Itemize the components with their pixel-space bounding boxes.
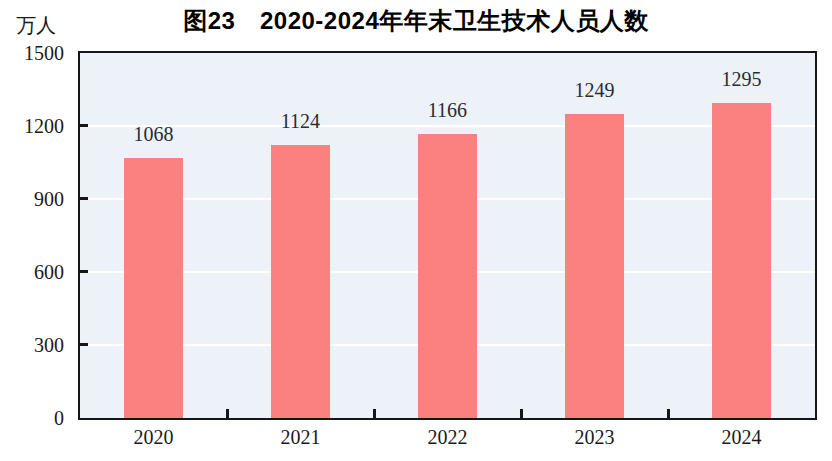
- y-tick-label-0: 0: [0, 407, 64, 429]
- chart-title: 图23 2020-2024年年末卫生技术人员人数: [0, 5, 832, 37]
- y-tick-label-900: 900: [0, 188, 64, 210]
- bar-2021: [271, 145, 330, 419]
- x-tick-label-2024: 2024: [668, 425, 815, 449]
- bar-2020: [124, 158, 183, 418]
- x-tick-label-2023: 2023: [521, 425, 668, 449]
- y-tick-label-600: 600: [0, 261, 64, 283]
- y-axis-tick-labels: 0 300 600 900 1200 1500: [0, 0, 70, 461]
- y-tick-mark-900: [80, 197, 88, 200]
- x-tick-mark-1: [226, 409, 229, 418]
- y-tick-label-1200: 1200: [0, 115, 64, 137]
- bar-2023: [565, 114, 624, 418]
- x-tick-mark-4: [667, 409, 670, 418]
- value-label-2024: 1295: [668, 69, 815, 89]
- y-tick-label-1500: 1500: [0, 42, 64, 64]
- x-tick-mark-2: [373, 409, 376, 418]
- value-label-2020: 1068: [80, 124, 227, 144]
- x-tick-label-2022: 2022: [374, 425, 521, 449]
- x-axis-tick-labels: 20202021202220232024: [80, 425, 815, 453]
- y-tick-mark-300: [80, 343, 88, 346]
- x-tick-label-2021: 2021: [227, 425, 374, 449]
- value-label-2023: 1249: [521, 80, 668, 100]
- y-tick-label-300: 300: [0, 334, 64, 356]
- bar-2024: [712, 103, 771, 418]
- y-tick-mark-600: [80, 270, 88, 273]
- x-tick-label-2020: 2020: [80, 425, 227, 449]
- value-label-2022: 1166: [374, 100, 521, 120]
- x-tick-mark-3: [520, 409, 523, 418]
- value-label-2021: 1124: [227, 111, 374, 131]
- plot-area: 10681124116612491295: [78, 51, 817, 420]
- bar-chart-figure: 图23 2020-2024年年末卫生技术人员人数 万人 030060090012…: [0, 0, 832, 461]
- bar-2022: [418, 134, 477, 418]
